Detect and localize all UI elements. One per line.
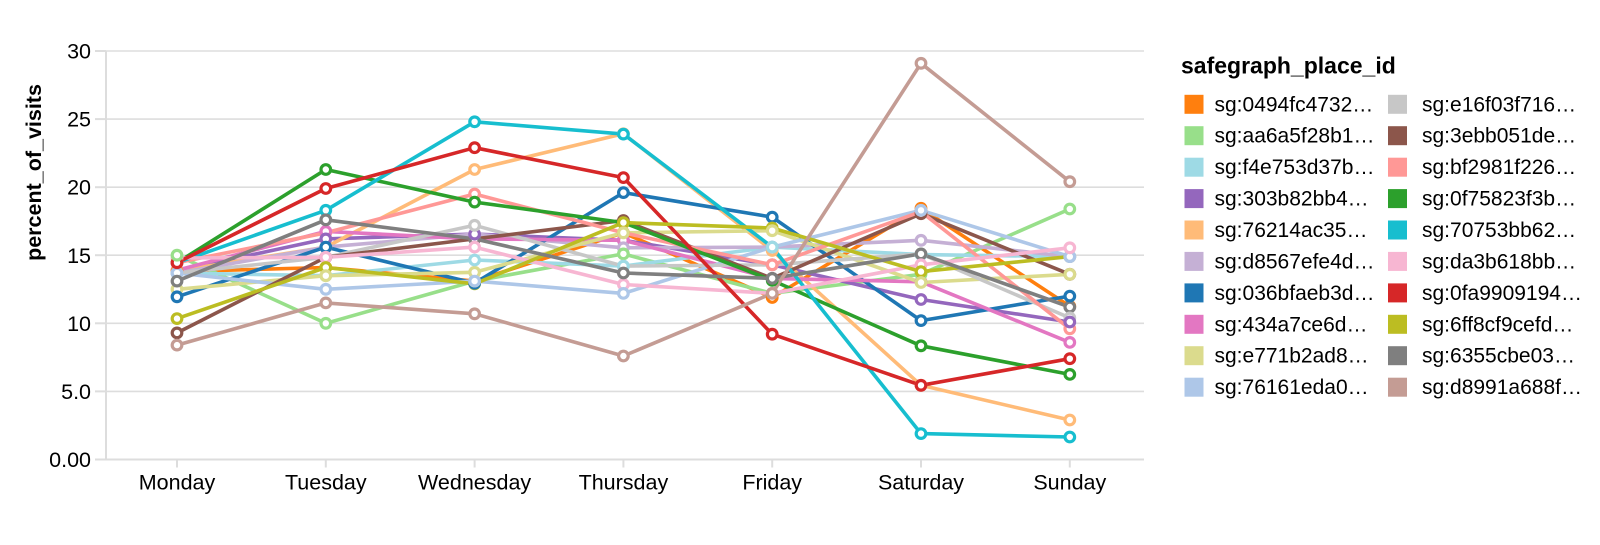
svg-text:percent_of_visits: percent_of_visits	[22, 84, 46, 261]
svg-text:sg:bf2981f226…: sg:bf2981f226…	[1422, 156, 1576, 179]
svg-text:15: 15	[67, 244, 91, 268]
svg-text:sg:0f75823f3b…: sg:0f75823f3b…	[1422, 188, 1576, 211]
svg-text:sg:d8991a688f…: sg:d8991a688f…	[1422, 376, 1582, 399]
svg-text:sg:76161eda0…: sg:76161eda0…	[1215, 376, 1369, 399]
svg-text:Wednesday: Wednesday	[418, 471, 531, 495]
svg-text:sg:0494fc4732…: sg:0494fc4732…	[1215, 93, 1374, 116]
svg-text:sg:6ff8cf9cefd…: sg:6ff8cf9cefd…	[1422, 313, 1573, 336]
svg-text:Friday: Friday	[742, 471, 802, 495]
svg-text:sg:3ebb051de…: sg:3ebb051de…	[1422, 125, 1576, 148]
svg-text:sg:aa6a5f28b1…: sg:aa6a5f28b1…	[1215, 125, 1375, 148]
svg-text:sg:e771b2ad8…: sg:e771b2ad8…	[1215, 345, 1369, 368]
svg-text:sg:6355cbe03…: sg:6355cbe03…	[1422, 345, 1575, 368]
svg-text:Sunday: Sunday	[1033, 471, 1106, 495]
svg-text:sg:da3b618bb…: sg:da3b618bb…	[1422, 250, 1576, 273]
svg-text:Monday: Monday	[139, 471, 216, 495]
svg-text:Saturday: Saturday	[878, 471, 964, 495]
svg-text:Tuesday: Tuesday	[285, 471, 367, 495]
svg-text:30: 30	[67, 40, 91, 64]
svg-text:Thursday: Thursday	[579, 471, 669, 495]
svg-text:0.00: 0.00	[49, 448, 91, 472]
svg-text:5.0: 5.0	[61, 380, 91, 404]
svg-text:sg:76214ac35…: sg:76214ac35…	[1215, 219, 1368, 242]
svg-text:sg:303b82bb4…: sg:303b82bb4…	[1215, 188, 1369, 211]
svg-text:25: 25	[67, 108, 91, 132]
svg-text:sg:036bfaeb3d…: sg:036bfaeb3d…	[1215, 282, 1375, 305]
svg-text:sg:70753bb62…: sg:70753bb62…	[1422, 219, 1576, 242]
svg-text:safegraph_place_id: safegraph_place_id	[1181, 53, 1396, 79]
svg-text:sg:434a7ce6d…: sg:434a7ce6d…	[1215, 313, 1368, 336]
svg-text:sg:f4e753d37b…: sg:f4e753d37b…	[1215, 156, 1375, 179]
svg-text:sg:d8567efe4d…: sg:d8567efe4d…	[1215, 250, 1375, 273]
svg-text:20: 20	[67, 176, 91, 200]
svg-text:sg:0fa9909194…: sg:0fa9909194…	[1422, 282, 1582, 305]
svg-text:10: 10	[67, 312, 91, 336]
svg-text:sg:e16f03f716…: sg:e16f03f716…	[1422, 93, 1576, 116]
